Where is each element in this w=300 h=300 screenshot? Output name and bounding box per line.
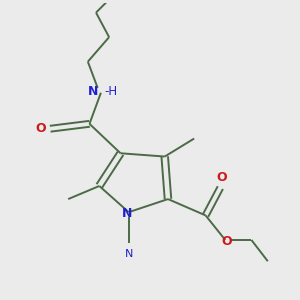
Text: O: O: [222, 235, 232, 248]
Text: O: O: [217, 171, 227, 184]
Text: N: N: [122, 207, 132, 220]
Text: O: O: [36, 122, 46, 135]
Text: N: N: [88, 85, 98, 98]
Text: -H: -H: [105, 85, 118, 98]
Text: N: N: [124, 249, 133, 259]
